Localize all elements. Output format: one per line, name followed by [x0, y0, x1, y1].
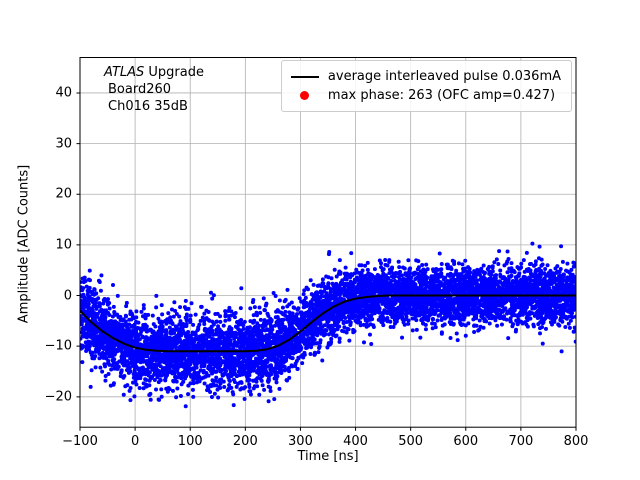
x-tick-label: 800: [563, 434, 589, 450]
x-tick-label: −100: [62, 434, 98, 450]
x-tick-label: 500: [398, 434, 424, 450]
y-tick-label: 10: [55, 237, 72, 253]
annotation-line-2: Board260: [108, 82, 172, 97]
legend-label-average-pulse: average interleaved pulse 0.036mA: [327, 69, 561, 84]
line-sample-icon: [290, 75, 319, 78]
annotation-line-1: ATLAS Upgrade: [104, 64, 204, 81]
legend-entry-max-phase: max phase: 263 (OFC amp=0.427): [290, 86, 561, 105]
y-tick-label: 20: [55, 186, 72, 202]
y-tick-label: 0: [63, 288, 72, 304]
legend-handle: [290, 75, 320, 78]
legend-handle: [290, 91, 320, 100]
annotation: ATLAS Upgrade Board260 Ch016 35dB: [104, 64, 204, 115]
x-tick-label: 700: [508, 434, 534, 450]
legend: average interleaved pulse 0.036mA max ph…: [280, 60, 572, 112]
y-axis-label: Amplitude [ADC Counts]: [16, 164, 32, 324]
x-tick-label: 0: [130, 434, 140, 450]
x-tick-label: 400: [343, 434, 368, 450]
x-tick-label: 300: [288, 434, 313, 450]
x-tick-label: 600: [453, 434, 479, 450]
y-tick-label: −20: [44, 389, 72, 405]
annotation-upgrade: Upgrade: [144, 65, 204, 80]
legend-entry-average-pulse: average interleaved pulse 0.036mA: [290, 67, 561, 86]
y-tick-label: 40: [55, 85, 72, 101]
annotation-atlas: ATLAS: [104, 65, 145, 80]
annotation-line-3: Ch016 35dB: [108, 99, 188, 114]
x-tick-label: 200: [232, 434, 258, 450]
red-dot-marker-icon: [300, 91, 310, 100]
x-axis-label: Time [ns]: [297, 449, 359, 464]
y-tick-label: 30: [55, 136, 72, 152]
y-tick-label: −10: [44, 338, 72, 354]
legend-label-max-phase: max phase: 263 (OFC amp=0.427): [327, 88, 556, 103]
x-tick-label: 100: [177, 434, 203, 450]
